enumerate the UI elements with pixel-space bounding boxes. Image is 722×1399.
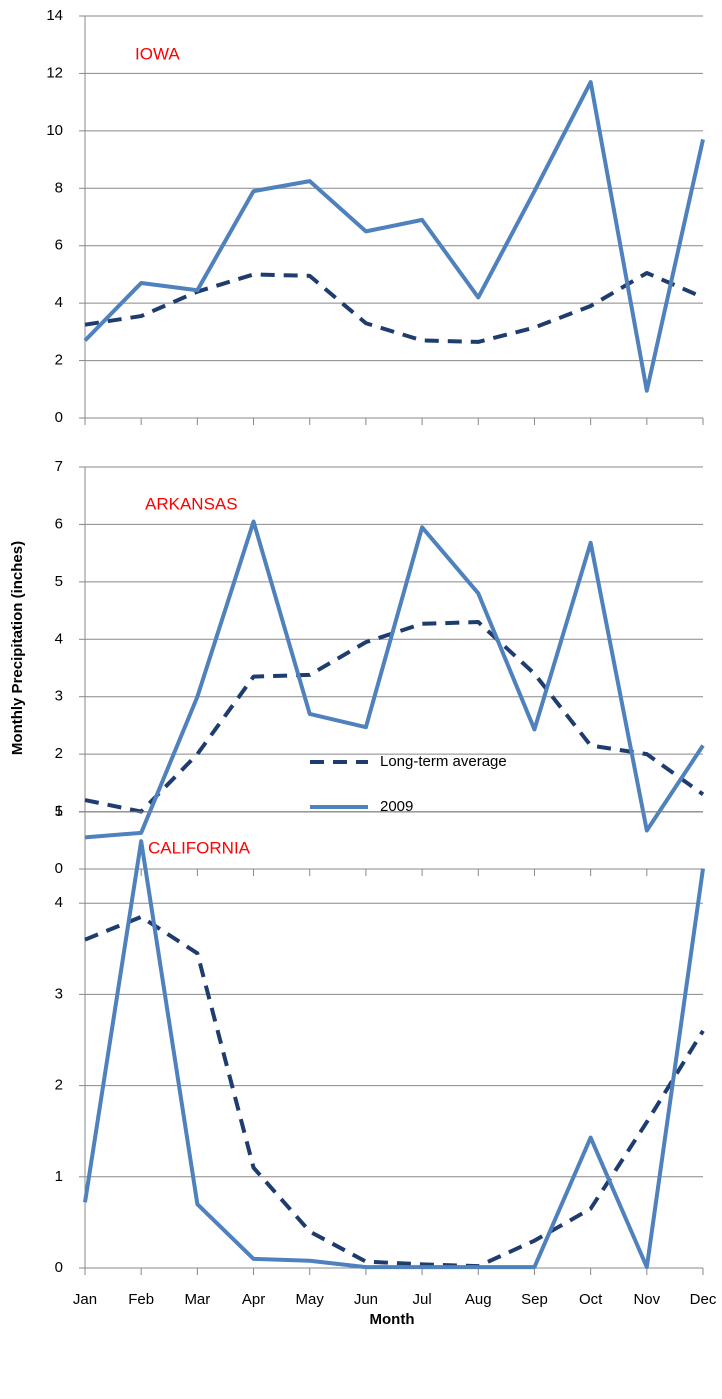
y-tick-label: 2 bbox=[55, 745, 63, 762]
y-tick-label: 6 bbox=[55, 237, 63, 254]
y-tick-label: 3 bbox=[55, 985, 63, 1002]
x-tick-label: Dec bbox=[690, 1291, 717, 1308]
x-axis-label: Month bbox=[370, 1311, 415, 1328]
y-tick-label: 3 bbox=[55, 688, 63, 705]
legend-label: Long-term average bbox=[380, 753, 507, 770]
y-tick-label: 8 bbox=[55, 179, 63, 196]
y-axis-label: Monthly Precipitation (inches) bbox=[9, 541, 26, 755]
x-tick-label: Sep bbox=[521, 1291, 548, 1308]
x-tick-label: May bbox=[296, 1291, 325, 1308]
x-tick-label: Jul bbox=[412, 1291, 431, 1308]
line-series bbox=[84, 914, 705, 1269]
y-tick-label: 10 bbox=[46, 122, 63, 139]
y-tick-label: 0 bbox=[55, 860, 63, 877]
x-tick-label: Jan bbox=[73, 1291, 97, 1308]
x-tick-label: Apr bbox=[242, 1291, 265, 1308]
y-tick-label: 5 bbox=[55, 803, 63, 820]
y-tick-label: 4 bbox=[55, 630, 63, 647]
annotation: CALIFORNIA bbox=[148, 838, 251, 857]
line-series bbox=[84, 270, 704, 344]
x-tick-label: Nov bbox=[633, 1291, 660, 1308]
legend-label: 2009 bbox=[380, 798, 413, 815]
y-tick-label: 14 bbox=[46, 7, 63, 24]
y-tick-label: 0 bbox=[55, 409, 63, 426]
line-series bbox=[84, 519, 705, 840]
x-tick-label: Feb bbox=[128, 1291, 154, 1308]
y-tick-label: 2 bbox=[55, 1077, 63, 1094]
y-tick-label: 1 bbox=[55, 803, 63, 820]
y-tick-label: 1 bbox=[55, 1168, 63, 1185]
y-tick-label: 4 bbox=[55, 894, 63, 911]
line-series bbox=[83, 839, 705, 1270]
y-tick-label: 6 bbox=[55, 515, 63, 532]
x-tick-label: Oct bbox=[579, 1291, 603, 1308]
y-tick-label: 7 bbox=[55, 458, 63, 475]
y-tick-label: 12 bbox=[46, 64, 63, 81]
y-tick-label: 2 bbox=[55, 352, 63, 369]
annotation: IOWA bbox=[135, 44, 180, 63]
y-tick-label: 4 bbox=[55, 294, 63, 311]
annotation: ARKANSAS bbox=[145, 494, 238, 513]
y-tick-label: 5 bbox=[55, 573, 63, 590]
y-tick-label: 0 bbox=[55, 1259, 63, 1276]
line-series bbox=[84, 620, 705, 814]
line-series bbox=[83, 80, 705, 393]
x-tick-label: Mar bbox=[184, 1291, 210, 1308]
x-tick-label: Aug bbox=[465, 1291, 492, 1308]
x-tick-label: Jun bbox=[354, 1291, 378, 1308]
